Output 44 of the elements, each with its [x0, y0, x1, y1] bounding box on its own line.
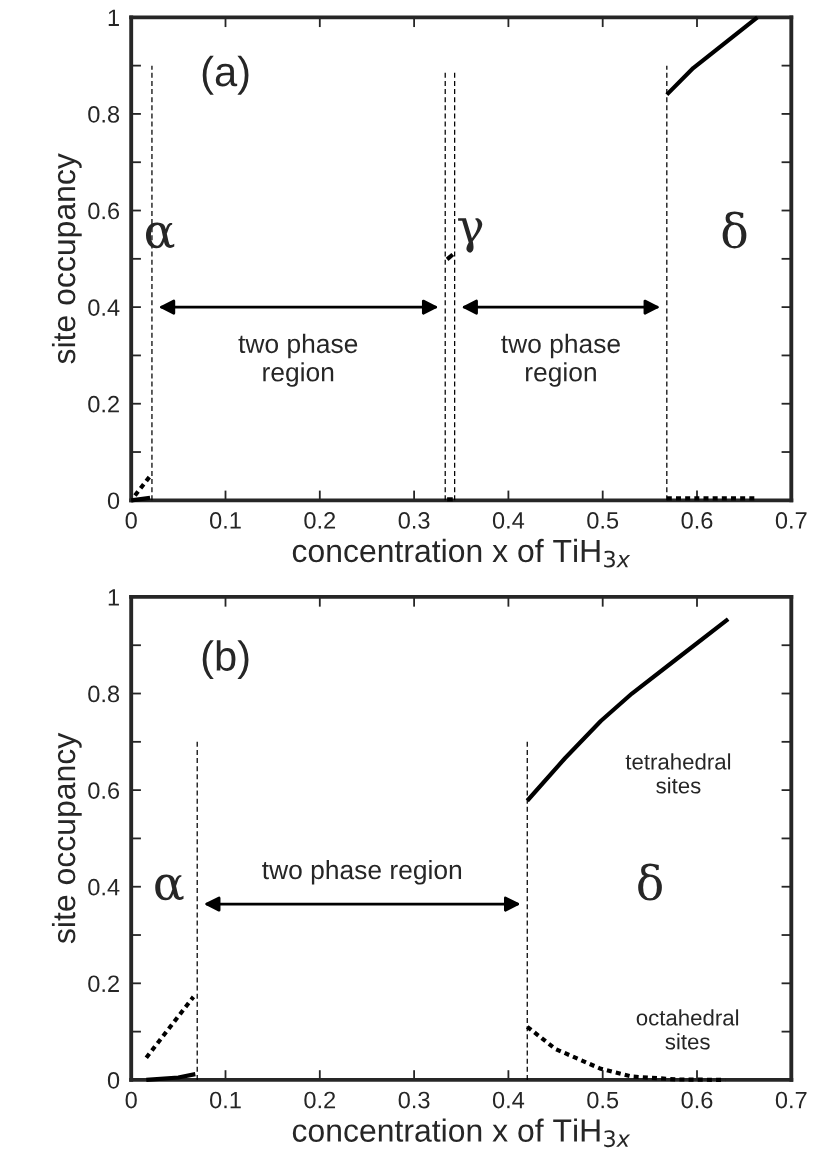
annotation: α — [145, 222, 175, 249]
annotation: tetrahedral sites — [625, 753, 731, 794]
annotation: two phase region — [238, 333, 358, 387]
annotation: (a) — [202, 55, 249, 95]
y-axis-title: site occupancy — [51, 153, 82, 364]
x-tick-label: 0.4 — [492, 512, 525, 529]
annotation: (b) — [202, 640, 249, 680]
x-tick-label: 0.6 — [681, 512, 713, 529]
y-axis-title: site occupancy — [51, 732, 82, 944]
y-tick-label: 0.6 — [88, 782, 120, 799]
y-tick-label: 1 — [108, 9, 119, 26]
y-tick-label: 0.6 — [88, 202, 120, 220]
annotation: γ — [458, 218, 483, 253]
y-tick-label: 0.4 — [88, 878, 120, 896]
x-tick-label: 0.3 — [398, 512, 430, 529]
x-tick-label: 0 — [125, 512, 137, 529]
annotation: δ — [722, 211, 747, 249]
y-tick-label: 0 — [107, 492, 120, 510]
x-tick-label: 0.2 — [304, 1091, 336, 1109]
annotation: octahedral sites — [636, 1009, 739, 1050]
x-axis-title: concentration x of TiH$_{3x}$ — [292, 1118, 631, 1148]
x-tick-label: 0.5 — [587, 512, 619, 529]
x-tick-label: 0.6 — [681, 1091, 713, 1109]
y-tick-label: 0.2 — [88, 975, 119, 993]
annotation: two phase region — [501, 333, 620, 387]
x-tick-label: 0.7 — [775, 1091, 807, 1109]
y-tick-label: 1 — [108, 589, 119, 606]
x-tick-label: 0.7 — [775, 512, 807, 529]
x-tick-label: 0.2 — [304, 512, 336, 529]
x-tick-label: 0.4 — [492, 1091, 525, 1109]
y-tick-label: 0.8 — [88, 105, 120, 123]
x-tick-label: 0.3 — [398, 1091, 430, 1109]
y-tick-label: 0.8 — [88, 685, 120, 703]
y-tick-label: 0 — [107, 1071, 120, 1089]
x-tick-label: 0.1 — [210, 1091, 241, 1109]
annotation: two phase region — [262, 859, 462, 885]
x-tick-label: 0.1 — [210, 512, 241, 529]
annotation: δ — [638, 863, 662, 901]
x-tick-label: 0 — [125, 1091, 137, 1109]
x-tick-label: 0.5 — [587, 1091, 619, 1109]
x-axis-title: concentration x of TiH$_{3x}$ — [292, 538, 631, 568]
y-tick-label: 0.4 — [88, 299, 120, 316]
y-tick-label: 0.2 — [88, 395, 119, 413]
annotation: α — [155, 874, 184, 901]
